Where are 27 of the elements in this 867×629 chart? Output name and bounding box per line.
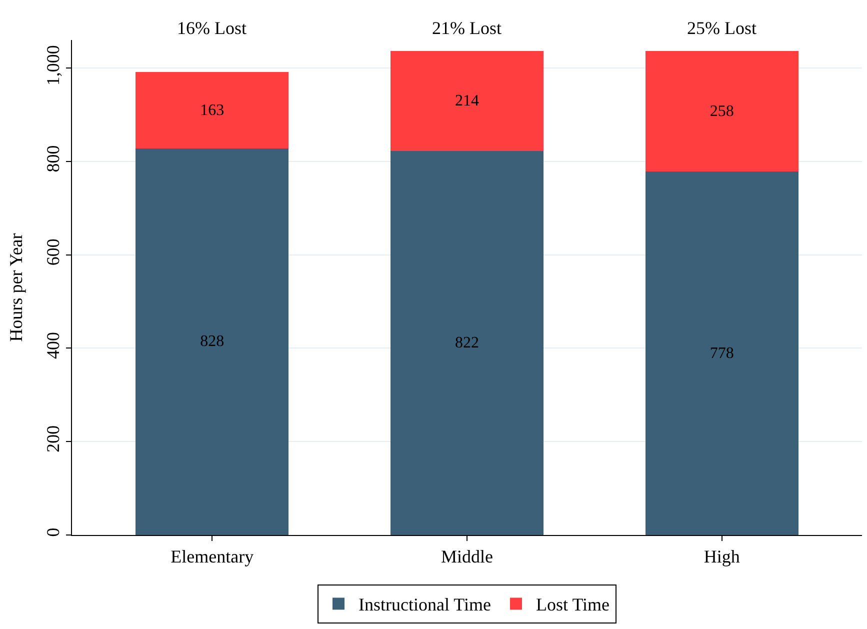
x-tick-label: Elementary: [170, 546, 254, 567]
y-tick-label: 600: [42, 238, 63, 266]
y-tick-label: 1,000: [42, 45, 63, 86]
text: 21% Lost: [432, 18, 502, 38]
bar: [645, 51, 798, 172]
data-label: 214: [455, 92, 479, 110]
y-tick-label: 400: [42, 332, 63, 360]
y-tick-label: 0: [42, 528, 63, 537]
data-label: 163: [200, 102, 224, 119]
y-axis-title: Hours per Year: [6, 233, 26, 342]
x-tick-label: Middle: [441, 546, 494, 567]
data-label: 828: [200, 333, 224, 350]
y-tick-label: 800: [42, 145, 63, 172]
y-tick-label: 200: [42, 425, 63, 452]
bar: [390, 151, 544, 535]
bar: [136, 148, 289, 535]
text: 16% Lost: [177, 18, 246, 38]
text: 25% Lost: [687, 18, 756, 38]
legend-label: Lost Time: [536, 594, 610, 615]
bar: [645, 172, 798, 535]
bar: [390, 51, 544, 152]
bar: [136, 72, 289, 148]
legend-label: Instructional Time: [358, 594, 492, 615]
data-label: 822: [455, 334, 479, 352]
data-label: 258: [710, 102, 734, 120]
data-label: 778: [710, 344, 734, 362]
x-tick-label: High: [704, 546, 740, 567]
